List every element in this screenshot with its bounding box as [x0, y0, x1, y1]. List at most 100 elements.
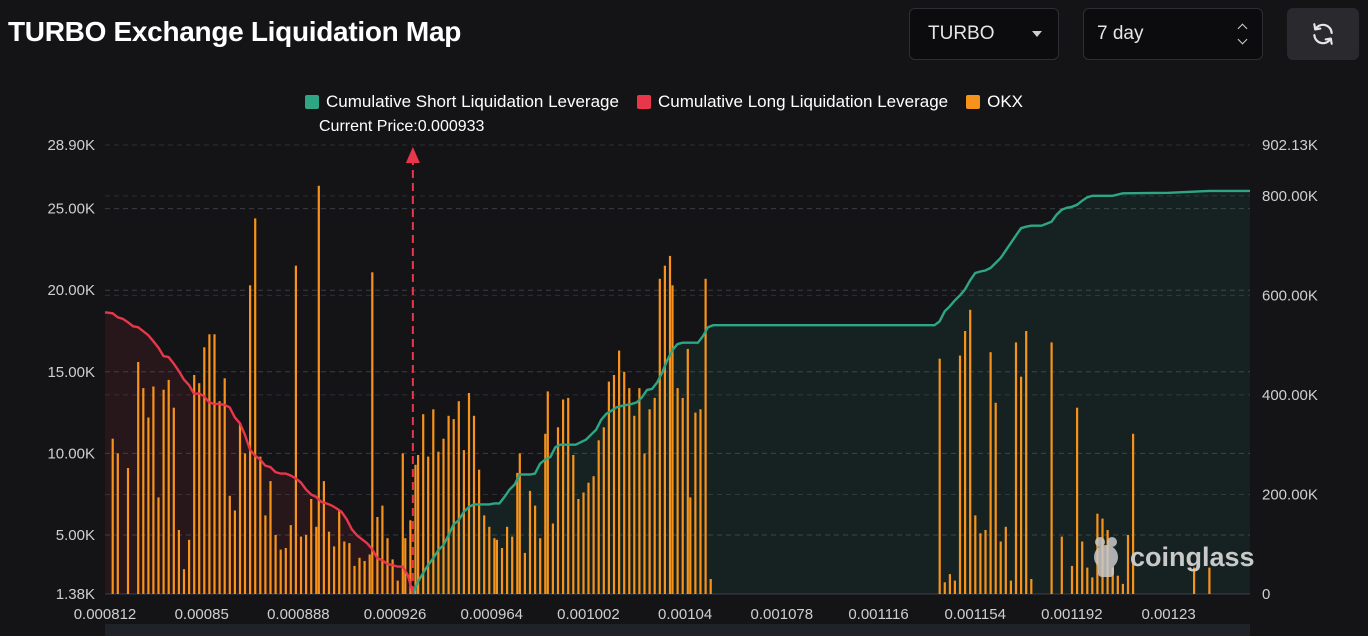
okx-bar	[422, 414, 425, 594]
okx-bar	[528, 490, 532, 594]
okx-bar	[689, 497, 692, 594]
okx-bar	[1030, 579, 1033, 594]
okx-bar	[322, 481, 325, 594]
okx-bar	[126, 468, 130, 594]
okx-bar	[544, 433, 547, 594]
okx-bar	[572, 455, 575, 594]
x-tick-label: 0.001002	[557, 606, 620, 623]
okx-bar	[643, 453, 646, 594]
y-left-tick-label: 25.00K	[47, 201, 95, 218]
okx-bar	[671, 285, 674, 594]
okx-bar	[979, 533, 982, 594]
okx-bar	[506, 526, 509, 594]
okx-bar	[381, 505, 384, 594]
okx-bar	[628, 388, 631, 594]
okx-bar	[493, 538, 496, 594]
symbol-select-value: TURBO	[928, 23, 995, 44]
okx-bar	[437, 451, 440, 594]
okx-bar	[299, 536, 303, 594]
okx-bar	[1025, 331, 1028, 594]
refresh-button[interactable]	[1287, 8, 1359, 60]
x-tick-label: 0.000964	[460, 606, 523, 623]
okx-bar	[1081, 541, 1084, 594]
legend-item-long[interactable]: Cumulative Long Liquidation Leverage	[636, 92, 948, 112]
x-tick-label: 0.00104	[658, 606, 712, 623]
okx-bar	[264, 515, 267, 594]
okx-bar	[462, 450, 465, 594]
okx-bar	[457, 401, 460, 594]
y-left-tick-label: 5.00K	[56, 527, 95, 544]
x-tick-label: 0.001078	[751, 606, 814, 623]
okx-bar	[467, 393, 471, 594]
okx-bar	[1020, 376, 1023, 594]
x-tick-label: 0.001154	[944, 606, 1005, 623]
okx-bar	[1050, 342, 1053, 594]
okx-bar	[633, 415, 636, 594]
okx-bar	[327, 531, 331, 594]
x-tick-label: 0.000926	[364, 606, 427, 623]
okx-bar	[969, 309, 972, 594]
okx-bar	[167, 379, 170, 594]
okx-bar	[432, 409, 435, 594]
chart-scrollbar[interactable]	[105, 624, 1250, 636]
okx-bar	[172, 407, 175, 594]
x-tick-label: 0.000812	[74, 606, 137, 623]
legend-swatch-long	[636, 95, 651, 109]
okx-bar	[427, 456, 430, 594]
okx-bar	[1070, 565, 1074, 594]
okx-bar	[368, 554, 371, 594]
okx-bar	[1009, 580, 1012, 594]
okx-bar	[274, 534, 277, 594]
okx-bar	[401, 453, 404, 594]
okx-bar	[452, 419, 455, 594]
okx-bar	[551, 523, 554, 594]
period-select[interactable]: 7 day	[1083, 8, 1263, 60]
chart-legend: Cumulative Short Liquidation Leverage Cu…	[305, 92, 1023, 112]
y-right-tick-label: 200.00K	[1262, 486, 1318, 503]
okx-bar	[984, 530, 987, 594]
okx-bar	[1111, 567, 1114, 594]
okx-bar	[539, 538, 542, 594]
okx-bar	[1208, 567, 1211, 594]
okx-bar	[442, 438, 445, 594]
okx-bar	[142, 388, 145, 594]
y-left-tick-label: 20.00K	[47, 282, 95, 299]
okx-bar	[371, 272, 374, 594]
y-left-tick-label: 10.00K	[47, 445, 95, 462]
okx-bar	[1060, 536, 1063, 594]
legend-item-okx[interactable]: OKX	[966, 92, 1023, 112]
okx-bar	[938, 358, 941, 594]
okx-bar	[233, 510, 236, 594]
legend-label-okx: OKX	[987, 92, 1024, 111]
okx-bar	[663, 265, 666, 594]
okx-bar	[404, 538, 407, 594]
x-tick-label: 0.000888	[267, 606, 330, 623]
okx-bar	[1014, 342, 1018, 594]
okx-bar	[567, 397, 570, 594]
period-select-value: 7 day	[1097, 23, 1144, 44]
okx-bar	[1193, 567, 1196, 594]
okx-bar	[478, 469, 481, 594]
okx-bar	[315, 526, 318, 594]
okx-bar	[676, 388, 679, 594]
okx-bar	[284, 548, 287, 594]
symbol-select[interactable]: TURBO	[909, 8, 1059, 60]
legend-swatch-short	[305, 95, 319, 109]
okx-bar	[516, 472, 519, 594]
short-line	[411, 189, 1250, 595]
legend-item-short[interactable]: Cumulative Short Liquidation Leverage	[305, 92, 619, 112]
okx-bar	[694, 412, 697, 594]
okx-bar	[177, 530, 180, 594]
legend-label-short: Cumulative Short Liquidation Leverage	[326, 92, 619, 111]
okx-bar	[577, 499, 580, 594]
okx-bar	[495, 539, 498, 594]
y-left-tick-label: 1.38K	[56, 586, 95, 603]
okx-bar	[546, 391, 549, 594]
okx-bar	[648, 409, 651, 594]
okx-bar	[338, 510, 341, 594]
okx-bar	[363, 561, 366, 594]
okx-bar	[353, 565, 356, 594]
okx-bar	[317, 185, 320, 595]
current-price-arrow	[405, 147, 420, 163]
